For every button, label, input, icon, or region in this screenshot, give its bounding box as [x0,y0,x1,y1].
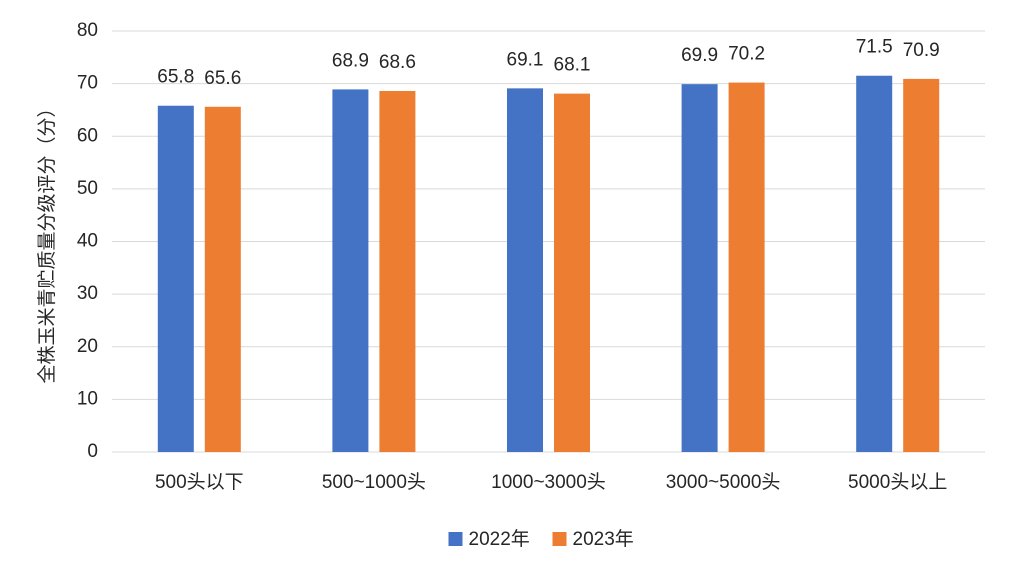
y-tick-label: 30 [77,283,98,304]
bar [507,88,543,452]
bar [681,84,718,453]
value-label: 65.8 [157,67,194,88]
y-axis-title: 全株玉米青贮质量分级评分（分） [36,98,58,383]
bar [332,89,369,452]
value-label: 71.5 [856,37,893,58]
legend-label: 2023年 [573,528,634,550]
value-label: 68.9 [332,50,369,71]
x-tick-label: 5000头以上 [848,471,947,493]
bar [204,106,241,452]
y-tick-label: 60 [77,125,98,146]
y-tick-label: 0 [87,441,98,462]
bar [856,75,893,452]
x-tick-label: 3000~5000头 [666,471,781,493]
bar [903,78,940,453]
value-label: 69.9 [681,45,718,66]
bar [379,90,416,453]
value-label: 68.6 [379,52,416,73]
y-tick-label: 10 [77,388,98,409]
y-tick-label: 70 [77,73,98,94]
legend-swatch [448,532,463,546]
x-tick-label: 500头以下 [155,471,244,493]
y-tick-label: 50 [77,178,98,199]
y-tick-label: 40 [77,231,98,252]
x-tick-label: 1000~3000头 [491,471,606,493]
bar [157,105,194,452]
legend-label: 2022年 [469,528,530,550]
bar [728,82,765,452]
legend-swatch [552,532,567,546]
value-label: 70.9 [903,40,940,61]
x-tick-label: 500~1000头 [322,471,426,493]
bar [554,93,590,452]
value-label: 68.1 [554,55,591,76]
y-tick-label: 80 [77,20,98,41]
value-label: 65.6 [204,68,241,89]
value-label: 70.2 [728,44,765,65]
y-tick-label: 20 [77,336,98,357]
value-label: 69.1 [507,49,544,70]
